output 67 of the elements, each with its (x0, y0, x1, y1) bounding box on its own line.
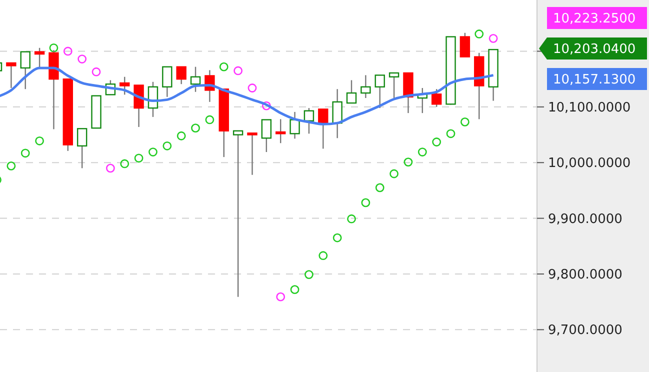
point (460, 118, 470, 126)
candlestick (190, 66, 201, 92)
candlestick (403, 72, 414, 114)
point (418, 148, 427, 156)
point (390, 169, 398, 178)
text: 10,157.1300 (553, 72, 636, 88)
point (92, 67, 101, 76)
point (318, 251, 328, 260)
point (134, 154, 144, 163)
candlestick (374, 74, 385, 109)
candlestick (134, 84, 144, 128)
point (488, 34, 498, 43)
y-tick-label: 9,700.0000 (548, 323, 622, 338)
y-tick-label: 10,000.0000 (548, 156, 631, 172)
y-tick-label: 9,800.0000 (548, 268, 622, 283)
point (176, 131, 186, 140)
candlestick (460, 32, 470, 58)
point (474, 30, 484, 38)
candlestick (162, 66, 172, 98)
point (276, 292, 286, 302)
candlestick (120, 76, 130, 96)
point (404, 158, 413, 167)
point (6, 162, 16, 170)
point (219, 62, 228, 72)
candlestick (261, 119, 272, 153)
candlestick (346, 80, 357, 104)
y-tick-label: 9,900.0000 (548, 212, 622, 227)
candlestick (20, 51, 30, 90)
candlestick (388, 72, 400, 99)
point (375, 183, 384, 192)
point (262, 101, 271, 110)
point (332, 233, 342, 242)
point (248, 84, 257, 92)
candlestick (304, 107, 314, 134)
point (304, 270, 314, 279)
point (162, 141, 172, 150)
point (361, 198, 370, 208)
point (49, 43, 58, 52)
candlestick (290, 111, 300, 140)
candlestick (34, 47, 45, 69)
point (78, 54, 87, 64)
candlestick (318, 108, 328, 150)
point (347, 214, 356, 224)
point (205, 115, 214, 124)
candlestick (6, 62, 16, 89)
point (120, 159, 130, 168)
candlestick (247, 132, 258, 176)
point (20, 148, 30, 158)
y-tick-label: 10,100.0000 (548, 100, 631, 116)
text: 10,203.0400 (553, 42, 636, 58)
candlestick (276, 118, 286, 144)
candlestick (332, 88, 342, 139)
candlestick (76, 128, 88, 169)
point (191, 124, 200, 133)
point (148, 148, 158, 156)
candlestick (431, 88, 442, 108)
point (63, 46, 72, 56)
point (290, 285, 300, 294)
point (432, 138, 442, 146)
candlestick (360, 74, 371, 99)
candlestick (232, 130, 244, 298)
point (35, 136, 44, 146)
point (446, 129, 456, 138)
point (106, 164, 115, 173)
text: 10,223.2500 (553, 12, 636, 27)
candlestick (176, 66, 186, 85)
point (234, 66, 243, 76)
